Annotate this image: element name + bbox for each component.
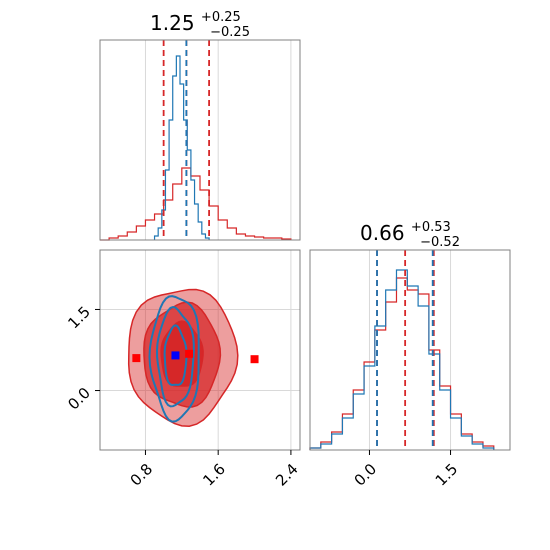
marginal-y-hist-step — [309, 277, 495, 450]
joint-blue-contour — [148, 295, 200, 423]
marginal-y-panel: 0.66 +0.53 −0.52 0.0 1.5 — [309, 212, 511, 490]
marginal-y-title-plus: +0.53 — [411, 220, 451, 235]
joint-markers — [132, 349, 259, 364]
marginal-x-histograms — [100, 55, 292, 241]
joint-blue-contour — [155, 305, 195, 408]
joint-xtick-label: 1.6 — [199, 460, 229, 490]
marginal-x-title-minus: −0.25 — [210, 25, 250, 40]
joint-red-marker — [132, 354, 141, 363]
marginal-y-title: 0.66 +0.53 −0.52 — [360, 212, 460, 250]
marginal-x-hist-step — [100, 167, 292, 241]
joint-frame — [99, 249, 301, 451]
joint-panel: 0.8 1.6 2.4 0.0 1.5 — [64, 249, 302, 490]
marginal-y-frame — [309, 249, 511, 451]
marginal-y-xtick-label: 0.0 — [351, 460, 381, 490]
joint-red-marker — [250, 355, 259, 364]
marginal-y-ticks: 0.0 1.5 — [351, 450, 462, 490]
marginal-y-quantile-lines — [376, 250, 435, 450]
joint-xtick-label: 0.8 — [127, 460, 157, 490]
joint-red-marker — [185, 349, 194, 358]
marginal-y-histograms — [309, 269, 495, 450]
marginal-x-frame — [99, 39, 301, 241]
joint-xtick-label: 2.4 — [272, 460, 302, 490]
marginal-x-quantile-lines — [162, 40, 210, 240]
marginal-x-title-plus: +0.25 — [201, 10, 241, 25]
marginal-x-hist-step — [153, 55, 210, 240]
marginal-y-hist-step — [309, 269, 495, 450]
marginal-x-title: 1.25 +0.25 −0.25 — [150, 2, 250, 40]
joint-blue-contour — [163, 324, 188, 387]
joint-contours — [127, 288, 239, 427]
marginal-y-title-median: 0.66 — [360, 221, 405, 245]
joint-ytick-label: 1.5 — [64, 303, 94, 333]
marginal-x-title-median: 1.25 — [150, 11, 195, 35]
joint-ytick-label: 0.0 — [64, 384, 94, 414]
marginal-y-title-minus: −0.52 — [420, 235, 460, 250]
marginal-x-panel: 1.25 +0.25 −0.25 — [99, 2, 301, 241]
joint-blue-marker — [171, 351, 180, 360]
marginal-y-xtick-label: 1.5 — [432, 460, 462, 490]
